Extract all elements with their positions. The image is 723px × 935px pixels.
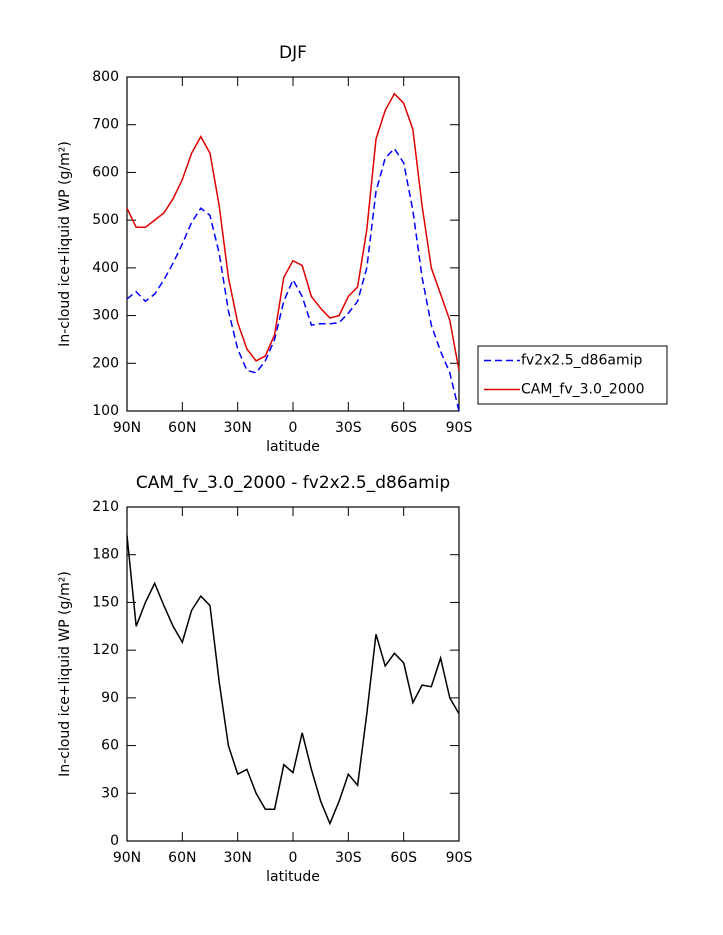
y-tick-label: 210: [92, 499, 119, 515]
plot-frame: [126, 506, 460, 842]
x-tick-label: 30S: [335, 420, 362, 436]
y-axis-label: In-cloud ice+liquid WP (g/m²): [57, 571, 73, 777]
x-tick-label: 0: [289, 420, 298, 436]
y-tick-label: 150: [92, 594, 119, 610]
y-tick-label: 600: [92, 164, 119, 180]
y-tick-label: 800: [92, 69, 119, 85]
data-line: [126, 535, 460, 826]
x-tick-label: 60N: [168, 850, 196, 866]
data-line: [126, 92, 460, 371]
x-tick-label: 0: [289, 850, 298, 866]
chart-title: CAM_fv_3.0_2000 - fv2x2.5_d86amip: [136, 473, 450, 493]
x-axis-label: latitude: [266, 869, 320, 885]
x-tick-label: 30S: [335, 850, 362, 866]
x-tick-label: 60N: [168, 420, 196, 436]
y-tick-label: 90: [101, 690, 119, 706]
chart-title: DJF: [279, 43, 307, 63]
y-tick-label: 100: [92, 403, 119, 419]
legend-label: CAM_fv_3.0_2000: [521, 382, 645, 398]
y-tick-label: 700: [92, 117, 119, 133]
x-tick-label: 60S: [390, 850, 417, 866]
x-tick-label: 60S: [390, 420, 417, 436]
plot-frame: [126, 76, 460, 412]
y-tick-label: 180: [92, 547, 119, 563]
legend-label: fv2x2.5_d86amip: [521, 353, 642, 369]
x-tick-label: 90S: [446, 850, 473, 866]
y-tick-label: 30: [101, 785, 119, 801]
x-tick-label: 30N: [224, 850, 252, 866]
y-tick-label: 60: [101, 738, 119, 754]
y-tick-label: 500: [92, 212, 119, 228]
y-tick-label: 300: [92, 308, 119, 324]
x-tick-label: 90S: [446, 420, 473, 436]
x-tick-label: 90N: [113, 420, 141, 436]
x-tick-label: 30N: [224, 420, 252, 436]
y-tick-label: 120: [92, 642, 119, 658]
data-line: [126, 147, 460, 412]
x-tick-label: 90N: [113, 850, 141, 866]
x-axis-label: latitude: [266, 439, 320, 455]
y-tick-label: 200: [92, 355, 119, 371]
y-tick-label: 400: [92, 260, 119, 276]
y-axis-label: In-cloud ice+liquid WP (g/m²): [57, 141, 73, 347]
y-tick-label: 0: [110, 833, 119, 849]
legend-box: [477, 345, 668, 405]
